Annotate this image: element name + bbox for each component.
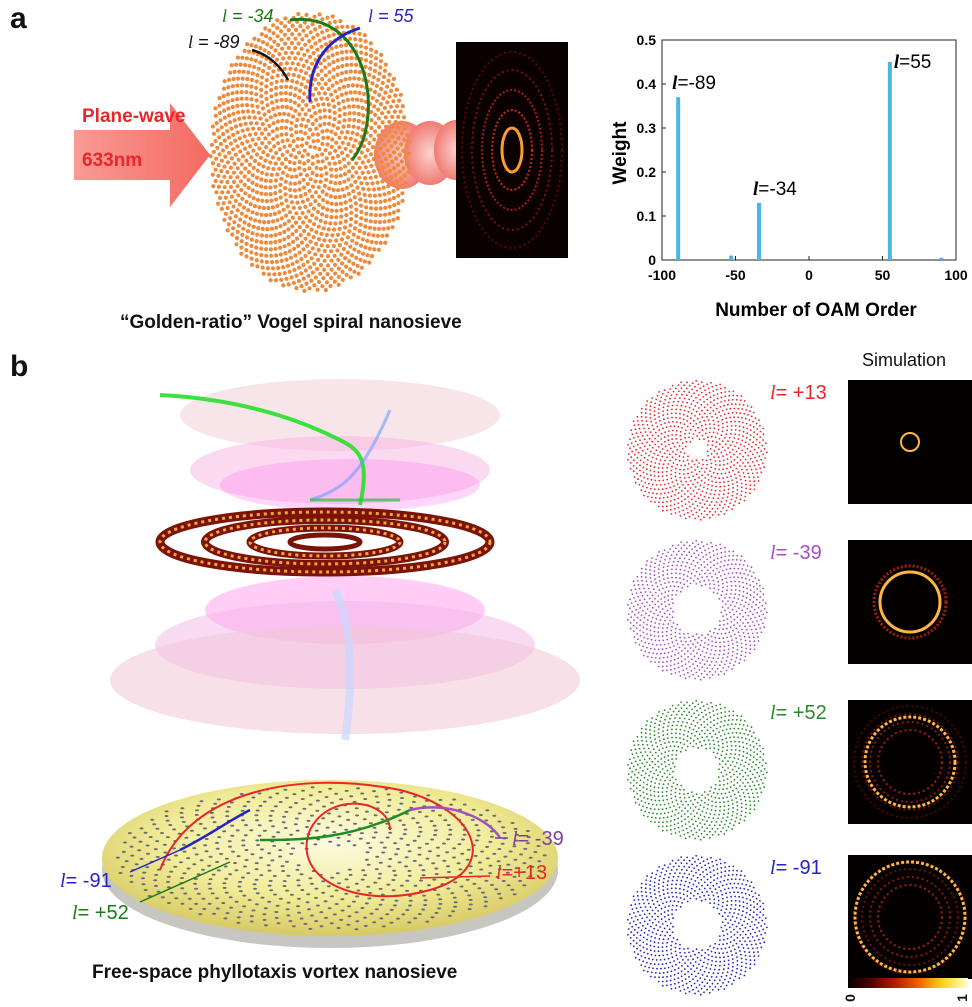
incident-arrow (74, 103, 210, 207)
colorbar (848, 978, 968, 988)
disk-nano-holes (115, 786, 547, 931)
simulation-image-0 (848, 380, 972, 504)
incident-label: Plane-wave 633nm (82, 95, 186, 183)
disk-label-minus39: l= -39 (512, 828, 564, 850)
simulation-image-2 (848, 700, 972, 824)
simulation-title: Simulation (862, 350, 947, 370)
spiral-label-55: l = 55 (368, 6, 414, 26)
y-tick-label: 0.1 (637, 208, 657, 224)
oam-bar (887, 62, 892, 260)
spiral-arm-minus89 (251, 48, 290, 81)
y-tick-label: 0.4 (637, 76, 657, 92)
spiral-label-minus89: l = -89 (188, 32, 240, 52)
phyllotaxis-spiral-0 (627, 379, 768, 521)
y-tick-label: 0.2 (637, 164, 657, 180)
x-tick-label: 50 (875, 267, 891, 283)
chart-bars (676, 62, 944, 260)
disk-label-minus91: l= -91 (60, 870, 112, 892)
y-axis-label: Weight (610, 121, 631, 185)
disk-label-plus13: l=+13 (496, 862, 548, 884)
spiral-arm-55 (308, 26, 361, 103)
disk-label-plus52: l= +52 (72, 902, 129, 924)
bar-annotation: l=-34 (753, 179, 797, 200)
bar-annotation: l=55 (894, 52, 932, 73)
panel-b-letter: b (10, 350, 29, 383)
incident-label-line2: 633nm (82, 150, 143, 171)
oam-bar (676, 97, 681, 260)
row-label-0: l= +13 (770, 382, 827, 404)
row-label-3: l= -91 (770, 857, 822, 879)
x-tick-label: -100 (648, 267, 676, 283)
phyllotaxis-spiral-1 (627, 539, 768, 681)
oam-weight-chart: -100 -50 0 50 100 0 0.1 0.2 0.3 0.4 0.5 l=-89 l=-34… (610, 32, 968, 321)
panel-a-letter: a (10, 2, 27, 35)
oam-bar (939, 257, 944, 260)
colorbar-max-label: 1 (953, 994, 970, 1002)
chart-annotations: l=-89 l=-34 l=55 (672, 52, 931, 200)
panel-a-caption: “Golden-ratio” Vogel spiral nanosieve (120, 312, 462, 333)
simulation-image-1 (848, 540, 972, 664)
x-tick-label: -50 (725, 267, 745, 283)
x-tick-label: 100 (944, 267, 968, 283)
phyllotaxis-spiral-2 (627, 699, 768, 841)
y-tick-label: 0.5 (637, 32, 657, 48)
x-axis-label: Number of OAM Order (715, 300, 917, 321)
x-tick-label: 0 (805, 267, 813, 283)
row-label-2: l= +52 (770, 702, 827, 724)
row-label-1: l= -39 (770, 542, 822, 564)
y-tick-label: 0 (648, 252, 656, 268)
oam-bar (729, 255, 734, 260)
far-field-pattern (456, 42, 568, 258)
bar-annotation: l=-89 (672, 73, 716, 94)
incident-label-line1: Plane-wave (82, 106, 186, 127)
y-tick-label: 0.3 (637, 120, 657, 136)
colorbar-min-label: 0 (841, 994, 858, 1002)
simulation-image-3 (848, 855, 972, 979)
panel-b-caption: Free-space phyllotaxis vortex nanosieve (92, 962, 458, 983)
spiral-arm-minus34 (289, 17, 370, 161)
spiral-label-minus34: l = -34 (222, 6, 274, 26)
oam-bar (757, 202, 762, 260)
phyllotaxis-spiral-3 (627, 854, 768, 996)
chart-ticks: -100 -50 0 50 100 0 0.1 0.2 0.3 0.4 0.5 (637, 32, 968, 283)
phyllotaxis-3d-illustration (102, 379, 580, 948)
